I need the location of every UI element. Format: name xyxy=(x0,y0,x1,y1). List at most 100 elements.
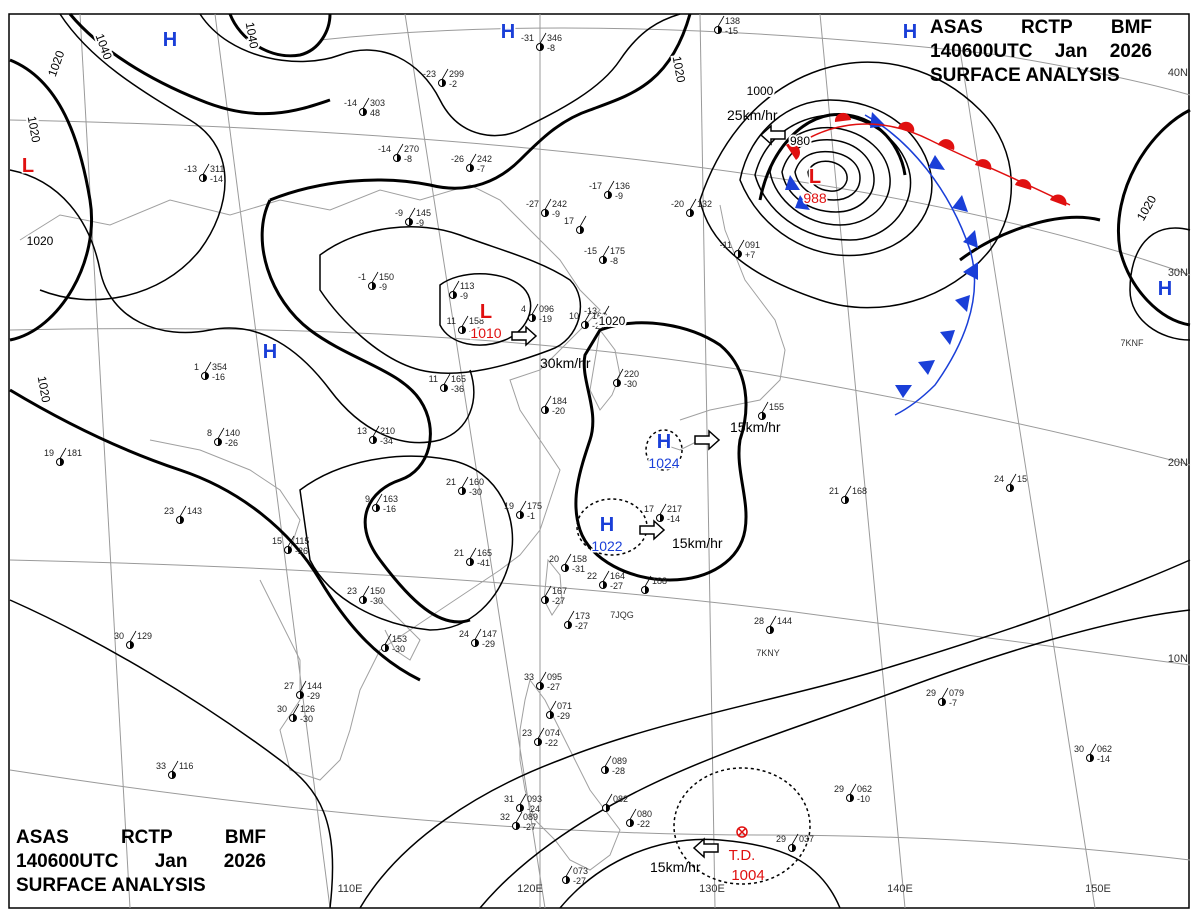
station-plot: 32 089-27 xyxy=(500,811,538,832)
cloud-cover-icon xyxy=(738,250,742,258)
dotted-high-1024 xyxy=(645,429,683,471)
cloud-cover-icon xyxy=(520,804,524,812)
station-pressure: 144 xyxy=(777,616,792,626)
cloud-cover-icon xyxy=(470,164,474,172)
latitude-label: 10N xyxy=(1168,653,1188,665)
station-plot: 30 062-14 xyxy=(1074,743,1112,764)
lat-line-30n xyxy=(9,119,1191,276)
footer-agency: ASAS xyxy=(16,827,69,848)
movement-speed: 15km/hr xyxy=(672,535,723,551)
station-plot: 184-20 xyxy=(541,395,567,416)
cloud-cover-icon xyxy=(372,282,376,290)
station-pressure: 164 xyxy=(610,571,625,581)
warm-front xyxy=(786,112,1071,206)
cloud-cover-icon xyxy=(293,714,297,722)
isobar-label: 1020 xyxy=(35,375,53,404)
cloud-cover-icon xyxy=(130,641,134,649)
lon-line-130e xyxy=(699,13,716,909)
movement-arrow: 30km/hr xyxy=(511,325,591,371)
ship-call-sign: 7KNF xyxy=(1120,338,1144,348)
latitude-label: 30N xyxy=(1168,267,1188,279)
wind-barb-icon xyxy=(202,163,210,175)
station-tendency: -27 xyxy=(469,326,482,336)
station-plot: 138-15 xyxy=(714,15,740,36)
station-plot: -13 311-14 xyxy=(184,163,224,184)
station-temperature: 21 xyxy=(454,548,464,558)
station-pressure: 138 xyxy=(725,16,740,26)
station-temperature: 29 xyxy=(834,784,844,794)
station-pressure: 082 xyxy=(613,794,628,804)
cloud-cover-icon xyxy=(288,546,292,554)
station-plot: 27 144-29 xyxy=(284,680,322,701)
longitude-label: 140E xyxy=(887,883,913,895)
station-tendency: -15 xyxy=(725,26,738,36)
td-symbol-icon xyxy=(736,826,748,838)
station-tendency: 48 xyxy=(370,108,380,118)
footer-office: BMF xyxy=(224,827,266,848)
cloud-cover-icon xyxy=(300,691,304,699)
station-pressure: 093 xyxy=(527,794,542,804)
station-pressure: 080 xyxy=(637,809,652,819)
cloud-cover-icon xyxy=(363,108,367,116)
station-tendency: -27 xyxy=(573,876,586,886)
station-plot: 167-27 xyxy=(541,585,567,606)
low-symbol: L xyxy=(480,301,492,323)
cloud-cover-icon xyxy=(608,191,612,199)
wind-barb-icon xyxy=(519,500,527,512)
isobar-992 xyxy=(754,114,912,241)
wind-barb-icon xyxy=(1089,743,1097,755)
station-temperature: 17 xyxy=(644,504,654,514)
station-pressure: 145 xyxy=(416,208,431,218)
lon-line-100e xyxy=(79,13,131,909)
station-temperature: -9 xyxy=(395,208,403,218)
station-plot: 10 160-27 xyxy=(569,310,607,331)
station-pressure: 147 xyxy=(482,629,497,639)
cloud-cover-icon xyxy=(606,804,610,812)
station-tendency: -8 xyxy=(404,154,412,164)
cloud-cover-icon xyxy=(409,218,413,226)
station-pressure: 217 xyxy=(667,504,682,514)
isobar-1012-south xyxy=(479,609,1191,909)
station-tendency: -7 xyxy=(949,698,957,708)
station-tendency: -19 xyxy=(539,314,552,324)
cloud-cover-icon xyxy=(770,626,774,634)
station-temperature: -14 xyxy=(344,98,357,108)
station-tendency: -20 xyxy=(552,406,565,416)
cloud-cover-icon xyxy=(397,154,401,162)
station-pressure: 089 xyxy=(612,756,627,766)
isobar-1032 xyxy=(199,13,521,137)
cloud-cover-icon xyxy=(60,458,64,466)
cloud-cover-icon xyxy=(545,406,549,414)
longitude-label: 130E xyxy=(699,883,725,895)
station-plot: 19 175-1 xyxy=(504,500,542,521)
station-plot: 4 096-19 xyxy=(521,303,554,324)
header-top-right: ASAS RCTP BMF 140600UTC Jan 2026 SURFACE ANA… xyxy=(930,16,1152,88)
wind-barb-icon xyxy=(616,368,624,380)
wind-barb-icon xyxy=(474,628,482,640)
station-temperature: 17 xyxy=(564,216,574,226)
cloud-cover-icon xyxy=(617,379,621,387)
cold-front xyxy=(785,112,978,416)
thin-isobars xyxy=(9,13,1191,909)
station-tendency: -26 xyxy=(295,546,308,556)
station-pressure: 136 xyxy=(615,181,630,191)
station-tendency: -16 xyxy=(212,372,225,382)
cloud-cover-icon xyxy=(550,711,554,719)
station-temperature: -15 xyxy=(584,246,597,256)
footer-product: SURFACE ANALYSIS xyxy=(16,875,206,896)
wind-barb-icon xyxy=(791,833,799,845)
station-plot: -27 242-9 xyxy=(526,198,567,219)
header-product: SURFACE ANALYSIS xyxy=(930,65,1120,86)
station-pressure: 303 xyxy=(370,98,385,108)
isobar-1012 xyxy=(439,273,532,346)
station-tendency: -41 xyxy=(477,558,490,568)
high-pressure-center: H xyxy=(161,28,178,53)
station-temperature: 9 xyxy=(365,494,370,504)
wind-barb-icon xyxy=(737,239,745,251)
station-tendency: -24 xyxy=(527,804,540,814)
station-temperature: 30 xyxy=(1074,744,1084,754)
wind-barb-icon xyxy=(519,793,527,805)
station-temperature: 11 xyxy=(429,374,438,384)
cloud-cover-icon xyxy=(520,511,524,519)
wind-barb-icon xyxy=(605,793,613,805)
